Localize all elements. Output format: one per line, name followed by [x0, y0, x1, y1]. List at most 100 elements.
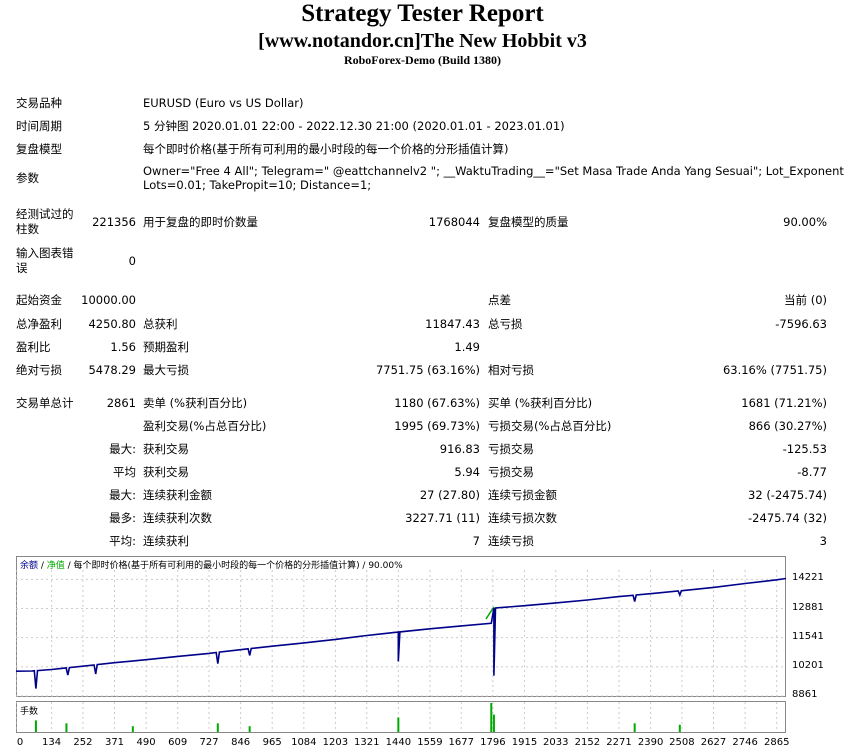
- x-tick-label: 1796: [480, 737, 506, 748]
- max-consec-label: 最大:: [109, 488, 136, 502]
- largest-label: 最大:: [109, 442, 136, 456]
- most-consec-label: 最多:: [109, 511, 136, 525]
- x-tick-label: 1915: [511, 737, 538, 748]
- short-value: 1180 (67.63%): [394, 396, 480, 410]
- average-loss-value: -8.77: [797, 465, 827, 479]
- x-tick-label: 1203: [322, 737, 349, 748]
- volume-bar: [633, 723, 636, 732]
- x-tick-label: 134: [42, 737, 62, 748]
- pf-label: 盈利比: [16, 340, 51, 354]
- short-label: 卖单 (%获利百分比): [143, 396, 248, 410]
- x-tick-label: 2865: [763, 737, 790, 748]
- avg-consec-label: 平均:: [109, 534, 136, 548]
- long-value: 1681 (71.21%): [741, 396, 827, 410]
- x-tick-label: 371: [104, 737, 125, 748]
- max-consec-wins-money-label: 连续获利金额: [143, 488, 212, 502]
- x-tick-label: 2390: [637, 737, 664, 748]
- volume-label: 手数: [20, 707, 39, 717]
- spread-value: 当前 (0): [784, 293, 827, 307]
- netprofit-value: 4250.80: [88, 317, 136, 331]
- avg-consec-wins-value: 7: [472, 534, 480, 548]
- largest-loss-value: -125.53: [782, 442, 827, 456]
- pf-value: 1.56: [110, 340, 136, 354]
- y-tick-label: 10201: [792, 659, 824, 671]
- x-tick-label: 252: [73, 737, 93, 748]
- max-consec-loss-money-value: 32 (-2475.74): [748, 488, 827, 502]
- ticks-value: 1768044: [428, 215, 480, 229]
- max-consec-loss-count-value: -2475.74 (32): [748, 511, 827, 525]
- netprofit-label: 总净盈利: [16, 317, 62, 331]
- bars-label-2: 柱数: [16, 222, 39, 236]
- grossprofit-value: 11847.43: [425, 317, 480, 331]
- x-tick-label: 846: [231, 737, 251, 748]
- volume-bar: [678, 724, 681, 732]
- volume-bar: [216, 723, 219, 732]
- server-name: RoboForex-Demo (Build 1380): [343, 53, 502, 67]
- y-tick-label: 12881: [792, 601, 824, 613]
- period-label: 时间周期: [16, 119, 62, 133]
- long-label: 买单 (%获利百分比): [488, 396, 593, 410]
- volume-bar: [492, 714, 495, 732]
- errors-label-1: 输入图表错: [16, 246, 74, 260]
- ea-name: [www.notandor.cn]The New Hobbit v3: [258, 30, 587, 52]
- bars-label-1: 经测试过的: [16, 207, 74, 221]
- balance-chart: [16, 556, 786, 733]
- grossprofit-label: 总获利: [143, 317, 178, 331]
- x-tick-label: 1440: [385, 737, 412, 748]
- x-tick-label: 609: [168, 737, 188, 748]
- params-line-2: Lots=0.01; TakePropit=10; Distance=1;: [143, 178, 372, 192]
- reldd-value: 63.16% (7751.75): [722, 363, 827, 377]
- x-tick-label: 965: [262, 737, 282, 748]
- x-tick-label: 2152: [574, 737, 601, 748]
- reldd-label: 相对亏损: [488, 363, 534, 377]
- x-tick-label: 2746: [732, 737, 758, 748]
- quality-value: 90.00%: [783, 215, 827, 229]
- y-tick-label: 14221: [792, 572, 824, 584]
- average-label: 平均: [113, 465, 136, 479]
- loss-trades-label: 亏损交易(%占总百分比): [488, 419, 612, 433]
- legend-rest: / 每个即时价格(基于所有可利用的最小时段的每一个价格的分形插值计算) / 90…: [64, 561, 403, 571]
- params-line-1: Owner="Free 4 All"; Telegram=" @eattchan…: [143, 164, 845, 178]
- bars-value: 221356: [92, 215, 136, 229]
- period-value: 5 分钟图 2020.01.01 22:00 - 2022.12.30 21:0…: [143, 119, 565, 133]
- expected-value: 1.49: [454, 340, 480, 354]
- volume-bar: [34, 720, 37, 732]
- params-label: 参数: [16, 171, 39, 185]
- deposit-value: 10000.00: [81, 293, 136, 307]
- max-consec-profit-count-label: 连续获利次数: [143, 511, 212, 525]
- chart-legend: 余额 / 净值 / 每个即时价格(基于所有可利用的最小时段的每一个价格的分形插值…: [20, 558, 403, 571]
- expected-label: 预期盈利: [143, 340, 189, 354]
- x-tick-label: 2508: [669, 737, 695, 748]
- largest-loss-label: 亏损交易: [488, 442, 534, 456]
- absdd-value: 5478.29: [88, 363, 136, 377]
- errors-label-2: 误: [16, 261, 28, 275]
- x-tick-label: 2627: [700, 737, 727, 748]
- x-tick-label: 2033: [543, 737, 569, 748]
- deposit-label: 起始资金: [16, 293, 62, 307]
- x-tick-label: 1321: [354, 737, 380, 748]
- y-tick-label: 8861: [792, 689, 818, 700]
- volume-bar: [397, 717, 400, 732]
- max-consec-loss-count-label: 连续亏损次数: [488, 511, 557, 525]
- grossloss-value: -7596.63: [775, 317, 827, 331]
- avg-consec-wins-label: 连续获利: [143, 534, 189, 548]
- largest-profit-label: 获利交易: [143, 442, 189, 456]
- x-tick-label: 0: [16, 737, 24, 748]
- profit-trades-value: 1995 (69.73%): [394, 419, 480, 433]
- loss-trades-value: 866 (30.27%): [748, 419, 827, 433]
- equity-line: [485, 606, 495, 620]
- largest-profit-value: 916.83: [439, 442, 480, 456]
- x-tick-label: 727: [199, 737, 219, 748]
- x-axis: 0 134 252 371 490 609 727 846 965 1084 1203 1321 144…: [0, 737, 845, 755]
- absdd-label: 绝对亏损: [16, 363, 62, 377]
- grossloss-label: 总亏损: [488, 317, 523, 331]
- max-consec-profit-count-value: 3227.71 (11): [405, 511, 480, 525]
- legend-balance: 余额: [20, 561, 39, 571]
- volume-bar: [490, 703, 493, 732]
- errors-value: 0: [128, 254, 136, 268]
- volume-frame: [16, 701, 786, 733]
- page-title: Strategy Tester Report: [301, 0, 544, 27]
- y-tick-label: 11541: [792, 630, 824, 642]
- x-tick-label: 490: [136, 737, 156, 748]
- avg-consec-losses-label: 连续亏损: [488, 534, 534, 548]
